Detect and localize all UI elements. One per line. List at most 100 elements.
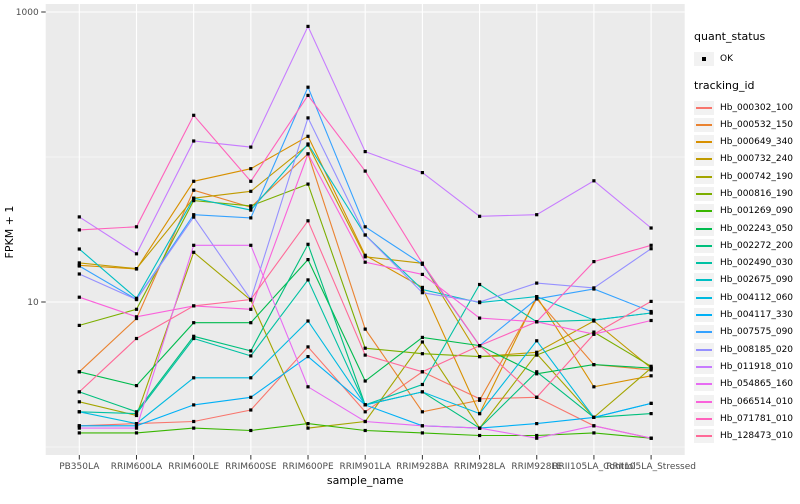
legend-item-Hb_011918_010: Hb_011918_010 bbox=[692, 358, 798, 375]
series-color-swatch bbox=[696, 106, 712, 109]
legend-item-Hb_002490_030: Hb_002490_030 bbox=[692, 255, 798, 272]
x-tick-label: RRIM600LA bbox=[111, 462, 163, 472]
tracking-id-legend: tracking_id Hb_000302_100 Hb_000532_150 Hb… bbox=[692, 79, 798, 445]
data-point bbox=[420, 291, 424, 295]
data-point bbox=[249, 408, 253, 412]
data-point bbox=[134, 412, 139, 416]
data-point bbox=[363, 346, 367, 350]
data-point bbox=[77, 424, 81, 428]
data-point bbox=[420, 410, 424, 414]
legend-key-box bbox=[694, 290, 714, 305]
data-point bbox=[134, 426, 139, 430]
data-point bbox=[420, 340, 424, 344]
legend-key-box bbox=[694, 51, 714, 66]
data-point bbox=[363, 260, 367, 264]
data-point bbox=[77, 370, 81, 374]
data-point bbox=[134, 315, 139, 319]
data-point bbox=[420, 285, 424, 289]
data-point bbox=[478, 344, 482, 348]
legend-key-box bbox=[694, 325, 714, 340]
x-tick-label: RRIM928BA bbox=[396, 462, 449, 472]
data-point bbox=[306, 426, 310, 430]
legend-item-label: Hb_000742_190 bbox=[720, 171, 794, 182]
data-point bbox=[363, 169, 367, 173]
x-tick-label: RRII105LA_Control bbox=[552, 462, 635, 472]
data-point bbox=[77, 431, 81, 435]
data-point bbox=[649, 364, 653, 368]
data-point bbox=[306, 278, 310, 282]
data-point bbox=[249, 349, 253, 353]
legend-item-label: Hb_001269_090 bbox=[720, 206, 794, 217]
data-point bbox=[420, 287, 424, 292]
data-point bbox=[478, 300, 482, 304]
data-point bbox=[134, 225, 139, 229]
data-point bbox=[535, 297, 539, 301]
data-point bbox=[134, 336, 139, 341]
series-color-swatch bbox=[696, 365, 712, 368]
data-point bbox=[134, 422, 139, 426]
data-point bbox=[535, 339, 539, 343]
legend-item-Hb_004117_330: Hb_004117_330 bbox=[692, 307, 798, 324]
data-point bbox=[592, 260, 596, 264]
legend-item-label: Hb_007575_090 bbox=[720, 327, 794, 338]
data-point bbox=[306, 385, 310, 389]
data-point bbox=[649, 247, 653, 251]
data-point bbox=[77, 390, 81, 394]
y-tick-label: 1000 bbox=[16, 8, 39, 18]
data-point bbox=[306, 134, 310, 138]
legend-item-label: Hb_000816_190 bbox=[720, 188, 794, 199]
data-point bbox=[420, 335, 424, 339]
data-point bbox=[306, 219, 310, 223]
data-point bbox=[535, 422, 539, 426]
x-axis-title: sample_name bbox=[327, 474, 404, 487]
data-point bbox=[192, 304, 196, 308]
data-point bbox=[478, 398, 482, 402]
legend-key-box bbox=[694, 411, 714, 426]
data-point bbox=[134, 252, 139, 256]
data-point bbox=[77, 228, 81, 232]
legend-item-label: Hb_128473_010 bbox=[720, 431, 794, 442]
data-point bbox=[535, 295, 539, 299]
data-point bbox=[192, 243, 196, 247]
data-point bbox=[192, 188, 196, 192]
legend-item-label: Hb_000649_340 bbox=[720, 137, 794, 148]
data-point bbox=[192, 250, 196, 254]
data-point bbox=[249, 179, 253, 183]
data-point bbox=[77, 215, 81, 219]
data-point bbox=[77, 295, 81, 299]
data-point bbox=[249, 428, 253, 433]
data-point bbox=[134, 307, 139, 311]
data-point bbox=[478, 316, 482, 320]
data-point bbox=[535, 372, 539, 376]
data-point bbox=[134, 424, 139, 428]
data-point bbox=[249, 208, 253, 212]
legend-item-label: Hb_002243_050 bbox=[720, 223, 794, 234]
data-point bbox=[420, 171, 424, 175]
legend-key-box bbox=[694, 273, 714, 288]
legend-item-label: Hb_011918_010 bbox=[720, 361, 794, 372]
data-point bbox=[592, 385, 596, 389]
legend-item-label: Hb_004117_330 bbox=[720, 310, 794, 321]
legend-key-box bbox=[694, 204, 714, 219]
series-color-swatch bbox=[696, 296, 712, 299]
data-point bbox=[535, 436, 539, 440]
data-point bbox=[478, 426, 482, 430]
data-point bbox=[420, 261, 424, 265]
legend-item-quant-ok: OK bbox=[692, 50, 798, 67]
x-tick-label: RRIM901LA bbox=[339, 462, 391, 472]
legend-key-box bbox=[694, 359, 714, 374]
x-tick-label: PB350LA bbox=[59, 462, 100, 472]
legend-item-Hb_007575_090: Hb_007575_090 bbox=[692, 324, 798, 341]
data-point bbox=[649, 226, 653, 230]
data-point bbox=[478, 412, 482, 416]
series-color-swatch bbox=[696, 192, 712, 195]
legend-key-box bbox=[694, 342, 714, 357]
data-point bbox=[134, 316, 139, 321]
data-point bbox=[649, 436, 653, 440]
data-point bbox=[649, 374, 653, 378]
legend-item-Hb_001269_090: Hb_001269_090 bbox=[692, 203, 798, 220]
data-point bbox=[420, 424, 424, 428]
data-point bbox=[192, 139, 196, 143]
data-point bbox=[306, 24, 310, 28]
